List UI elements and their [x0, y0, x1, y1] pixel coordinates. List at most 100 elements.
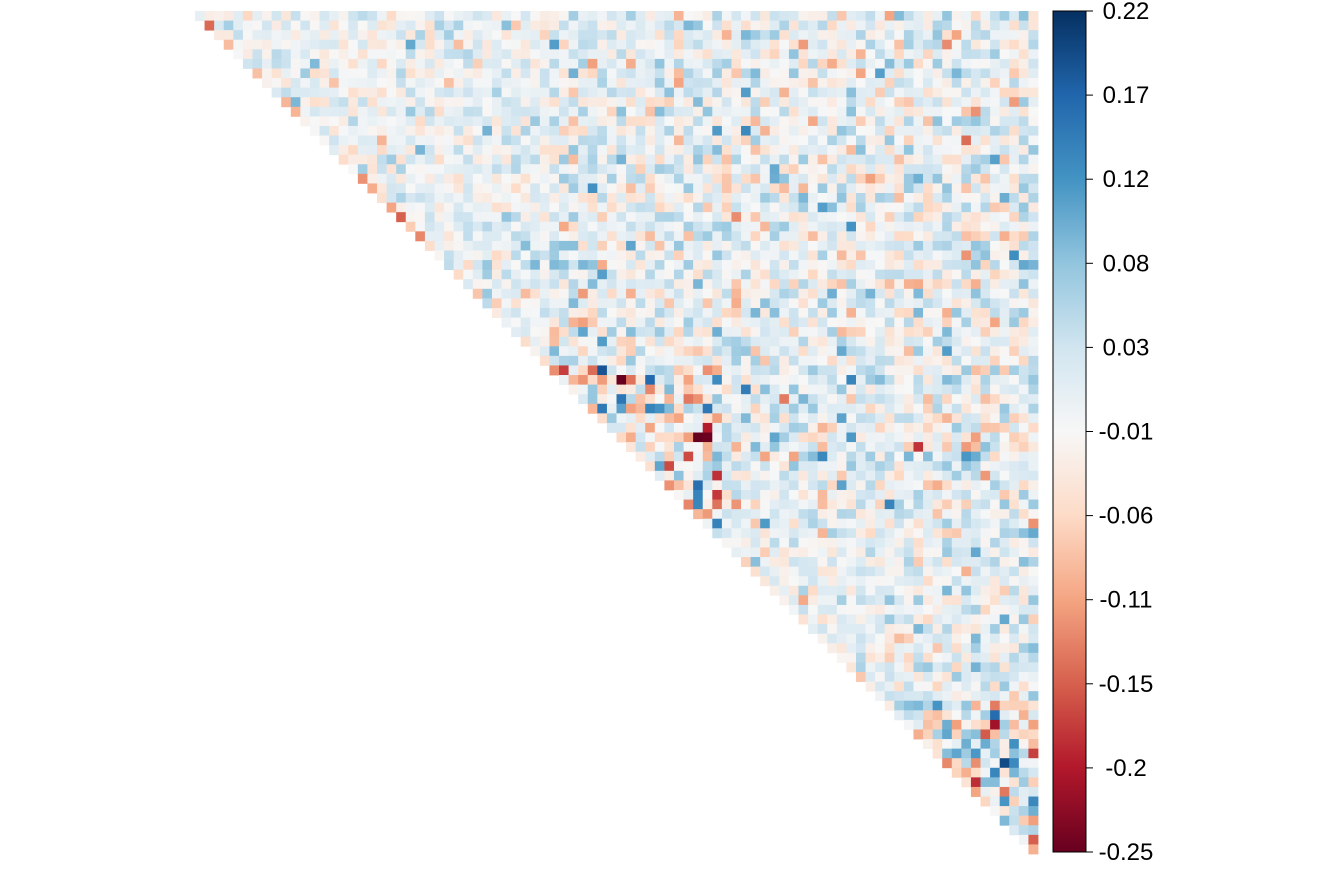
heatmap-cell — [1028, 58, 1039, 69]
heatmap-cell — [999, 518, 1010, 529]
heatmap-cell — [999, 413, 1010, 424]
heatmap-cell — [712, 307, 723, 318]
heatmap-cell — [769, 489, 780, 500]
heatmap-cell — [712, 106, 723, 117]
heatmap-cell — [932, 585, 943, 596]
heatmap-cell — [568, 279, 579, 290]
heatmap-cell — [990, 700, 1001, 711]
heatmap-cell — [482, 183, 493, 194]
heatmap-cell — [741, 480, 752, 491]
heatmap-cell — [1009, 327, 1020, 338]
heatmap-cell — [530, 202, 541, 213]
heatmap-cell — [1009, 403, 1020, 414]
heatmap-cell — [741, 384, 752, 395]
heatmap-cell — [472, 250, 483, 261]
heatmap-cell — [817, 422, 828, 433]
heatmap-cell — [683, 231, 694, 242]
heatmap-cell — [721, 68, 732, 79]
heatmap-cell — [702, 20, 713, 31]
heatmap-cell — [453, 269, 464, 280]
heatmap-cell — [453, 87, 464, 98]
heatmap-cell — [855, 212, 866, 223]
heatmap-cell — [664, 78, 675, 89]
heatmap-cell — [645, 260, 656, 271]
heatmap-cell — [846, 509, 857, 520]
heatmap-cell — [635, 145, 646, 156]
heatmap-cell — [530, 240, 541, 251]
heatmap-cell — [980, 604, 991, 615]
heatmap-cell — [693, 183, 704, 194]
heatmap-cell — [472, 97, 483, 108]
heatmap-cell — [1018, 432, 1029, 443]
heatmap-cell — [549, 365, 560, 376]
heatmap-cell — [990, 537, 1001, 548]
heatmap-cell — [903, 164, 914, 175]
heatmap-cell — [712, 365, 723, 376]
heatmap-cell — [760, 528, 771, 539]
heatmap-cell — [673, 422, 684, 433]
heatmap-cell — [702, 260, 713, 271]
heatmap-cell — [252, 20, 263, 31]
heatmap-cell — [482, 298, 493, 309]
heatmap-cell — [750, 164, 761, 175]
heatmap-cell — [750, 461, 761, 472]
heatmap-cell — [597, 135, 608, 146]
heatmap-cell — [482, 49, 493, 60]
heatmap-cell — [616, 78, 627, 89]
heatmap-cell — [865, 336, 876, 347]
heatmap-cell — [511, 221, 522, 232]
heatmap-cell — [951, 202, 962, 213]
heatmap-cell — [693, 375, 704, 385]
heatmap-cell — [923, 652, 934, 663]
heatmap-cell — [645, 68, 656, 79]
heatmap-cell — [999, 614, 1010, 625]
heatmap-cell — [721, 11, 732, 21]
heatmap-cell — [626, 202, 637, 213]
heatmap-cell — [721, 375, 732, 385]
heatmap-cell — [798, 39, 809, 50]
heatmap-cell — [932, 231, 943, 242]
heatmap-cell — [1028, 671, 1039, 682]
heatmap-cell — [482, 20, 493, 31]
heatmap-cell — [329, 78, 340, 89]
heatmap-cell — [865, 403, 876, 414]
heatmap-cell — [1009, 317, 1020, 328]
heatmap-cell — [817, 317, 828, 328]
heatmap-cell — [626, 116, 637, 127]
heatmap-cell — [846, 470, 857, 481]
heatmap-cell — [424, 58, 435, 69]
heatmap-cell — [424, 231, 435, 242]
heatmap-cell — [942, 528, 953, 539]
heatmap-cell — [262, 49, 273, 60]
heatmap-cell — [539, 221, 550, 232]
heatmap-cell — [779, 183, 790, 194]
heatmap-cell — [712, 58, 723, 69]
heatmap-cell — [549, 260, 560, 271]
heatmap-cell — [865, 307, 876, 318]
heatmap-cell — [970, 231, 981, 242]
heatmap-cell — [865, 375, 876, 385]
heatmap-cell — [903, 489, 914, 500]
heatmap-cell — [731, 212, 742, 223]
heatmap-cell — [827, 489, 838, 500]
heatmap-cell — [750, 365, 761, 376]
heatmap-cell — [961, 403, 972, 414]
heatmap-cell — [760, 346, 771, 357]
heatmap-cell — [875, 384, 886, 395]
heatmap-cell — [741, 116, 752, 127]
heatmap-cell — [559, 240, 569, 251]
heatmap-cell — [702, 250, 713, 261]
heatmap-cell — [348, 11, 359, 21]
heatmap-cell — [788, 375, 799, 385]
heatmap-cell — [472, 30, 483, 41]
heatmap-cell — [520, 221, 531, 232]
heatmap-cell — [990, 250, 1001, 261]
heatmap-cell — [913, 413, 924, 424]
heatmap-cell — [1009, 87, 1020, 98]
heatmap-cell — [386, 145, 397, 156]
heatmap-cell — [846, 384, 857, 395]
colorbar-tick-label: 0.12 — [1103, 166, 1150, 193]
heatmap-cell — [702, 413, 713, 424]
heatmap-cell — [1028, 346, 1039, 357]
heatmap-cell — [549, 336, 560, 347]
